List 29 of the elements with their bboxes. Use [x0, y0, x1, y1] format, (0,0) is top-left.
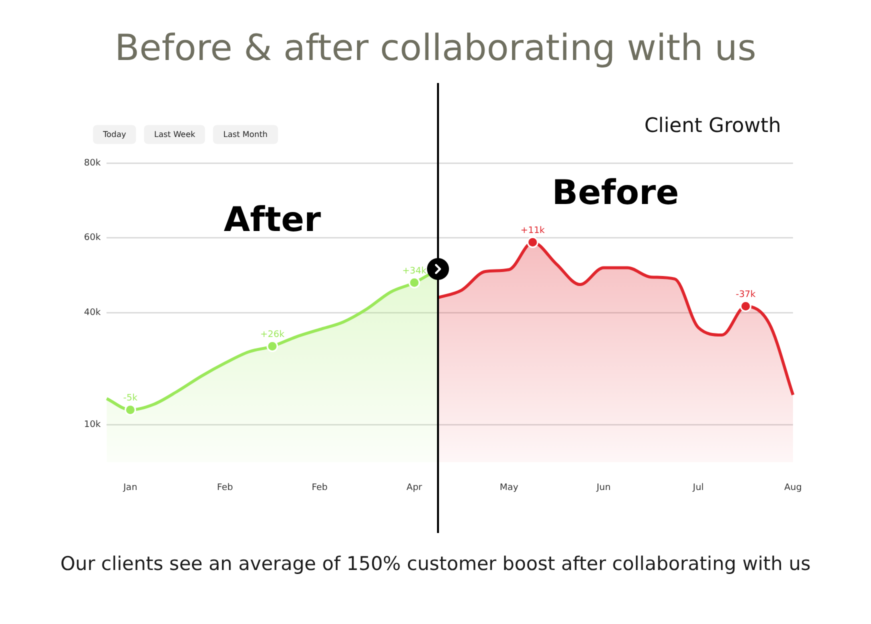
annotation: +34k	[402, 266, 428, 277]
text: Last Week	[144, 125, 206, 144]
text: Today	[93, 125, 136, 144]
x-tick-label: Feb	[217, 482, 234, 493]
annotation: -5k	[123, 394, 138, 404]
x-tick-label: Aug	[784, 482, 802, 493]
point	[408, 276, 420, 288]
chart-subtitle: Client Growth	[644, 113, 781, 137]
x-tick-label: Jan	[122, 482, 138, 493]
x-tick-label: Feb	[312, 482, 328, 493]
y-tick-label: 80k	[84, 158, 102, 168]
point	[266, 340, 278, 352]
annotation: +26k	[260, 330, 286, 340]
annotation: +11k	[520, 226, 546, 236]
text: Our clients see an average of 150% customer boost after collaborating with us	[59, 553, 812, 575]
point	[526, 236, 538, 248]
point	[124, 404, 136, 416]
text: After	[224, 200, 322, 240]
y-tick-label: 10k	[84, 420, 102, 430]
x-tick-label: Jul	[692, 482, 704, 493]
y-tick-label: 60k	[84, 233, 102, 244]
chart-title: Before & after collaborating with us	[114, 27, 758, 71]
text: Last Month	[213, 125, 278, 144]
x-tick-label: Jun	[596, 482, 611, 493]
x-tick-label: May	[500, 482, 519, 493]
series-label: Before	[552, 173, 679, 214]
annotation: -37k	[736, 290, 756, 300]
x-tick-label: Apr	[406, 482, 422, 493]
y-tick-label: 40k	[84, 308, 102, 318]
